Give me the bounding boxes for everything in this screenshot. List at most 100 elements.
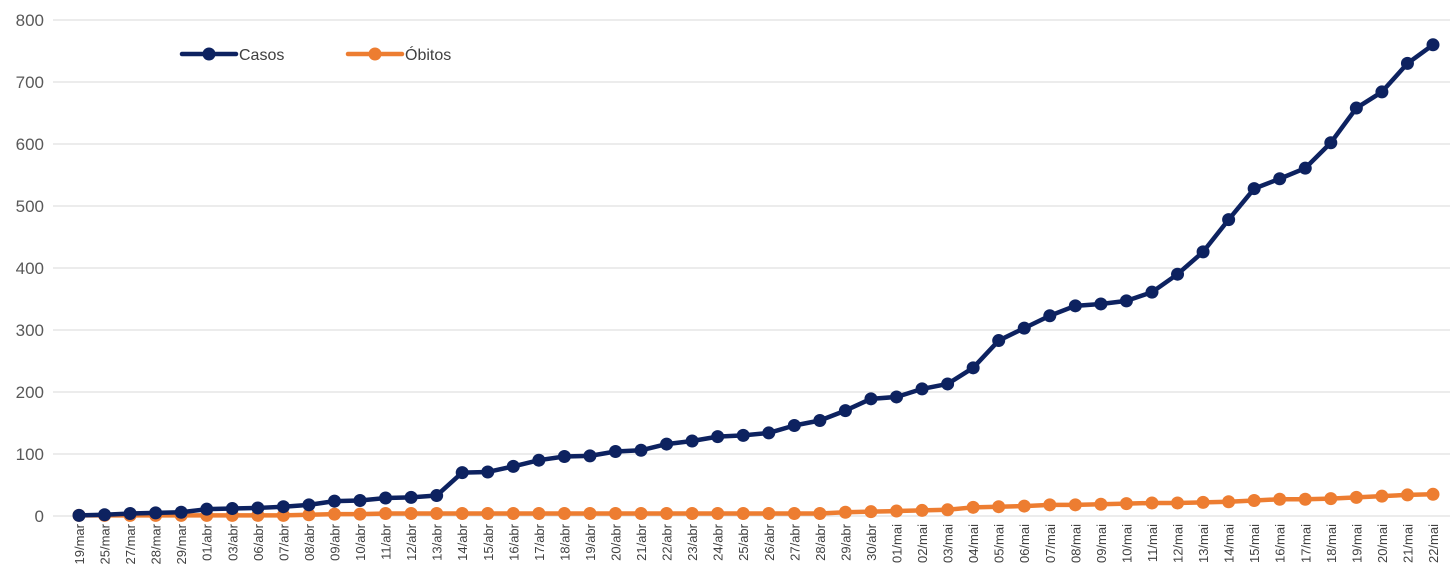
- data-point-obitos: [353, 507, 367, 521]
- x-tick-label: 07/abr: [276, 523, 291, 561]
- data-point-casos: [736, 428, 750, 442]
- data-point-casos: [762, 426, 776, 440]
- x-tick-label: 22/mai: [1426, 524, 1441, 563]
- data-point-obitos: [608, 507, 622, 521]
- data-point-casos: [532, 453, 546, 467]
- data-point-casos: [634, 443, 648, 457]
- legend-swatch-marker: [368, 47, 382, 61]
- data-point-obitos: [1375, 489, 1389, 503]
- data-point-obitos: [762, 507, 776, 521]
- x-tick-label: 23/abr: [685, 523, 700, 561]
- x-tick-label: 12/mai: [1171, 524, 1186, 563]
- data-point-obitos: [506, 507, 520, 521]
- data-point-casos: [992, 334, 1006, 348]
- y-axis-ticks: 0 100 200 300 400 500 600 700 800: [16, 11, 44, 526]
- data-point-casos: [608, 445, 622, 459]
- x-tick-label: 29/abr: [838, 523, 853, 561]
- data-point-obitos: [1145, 496, 1159, 510]
- data-point-casos: [1017, 321, 1031, 335]
- data-point-casos: [1094, 297, 1108, 311]
- series-casos: [72, 38, 1440, 522]
- x-tick-label: 27/abr: [787, 523, 802, 561]
- data-point-casos: [685, 434, 699, 448]
- data-point-casos: [1400, 56, 1414, 70]
- x-tick-label: 03/mai: [941, 524, 956, 563]
- x-tick-label: 06/mai: [1017, 524, 1032, 563]
- x-tick-label: 09/abr: [327, 523, 342, 561]
- y-tick-label-400: 400: [16, 259, 44, 278]
- series-line-casos: [76, 42, 1436, 518]
- series-layer: [72, 38, 1440, 522]
- data-point-casos: [1171, 267, 1185, 281]
- data-point-obitos: [583, 507, 597, 521]
- data-point-obitos: [1068, 498, 1082, 512]
- gridlines: [53, 19, 1450, 517]
- data-point-casos: [787, 418, 801, 432]
- x-tick-label: 01/abr: [200, 523, 215, 561]
- data-point-casos: [123, 507, 137, 521]
- y-tick-label-800: 800: [16, 11, 44, 30]
- data-point-casos: [149, 506, 163, 520]
- data-point-casos: [1222, 213, 1236, 227]
- data-point-obitos: [1298, 492, 1312, 506]
- x-tick-label: 25/abr: [736, 523, 751, 561]
- data-point-casos: [941, 377, 955, 391]
- data-point-obitos: [1119, 497, 1133, 511]
- data-point-obitos: [1171, 496, 1185, 510]
- data-point-obitos: [864, 505, 878, 519]
- y-tick-label-200: 200: [16, 383, 44, 402]
- x-tick-label: 20/abr: [608, 523, 623, 561]
- data-point-obitos: [1043, 498, 1057, 512]
- x-tick-label: 19/mai: [1349, 524, 1364, 563]
- x-tick-label: 09/mai: [1094, 524, 1109, 563]
- data-point-casos: [430, 489, 444, 503]
- x-tick-label: 20/mai: [1375, 524, 1390, 563]
- x-tick-label: 03/abr: [225, 523, 240, 561]
- data-point-casos: [174, 505, 188, 519]
- data-point-obitos: [327, 507, 341, 521]
- data-point-obitos: [1426, 487, 1440, 501]
- x-tick-label: 08/abr: [302, 523, 317, 561]
- data-point-casos: [1426, 38, 1440, 52]
- x-tick-label: 27/mar: [123, 523, 138, 564]
- x-tick-label: 29/mar: [174, 523, 189, 564]
- data-point-obitos: [1017, 499, 1031, 513]
- x-tick-label: 18/mai: [1324, 524, 1339, 563]
- data-point-obitos: [1400, 488, 1414, 502]
- data-point-casos: [98, 508, 112, 522]
- data-point-obitos: [813, 507, 827, 521]
- x-tick-label: 28/mar: [149, 523, 164, 564]
- data-point-casos: [225, 502, 239, 516]
- x-tick-label: 08/mai: [1068, 524, 1083, 563]
- data-point-casos: [1145, 285, 1159, 299]
- legend-label: Casos: [239, 47, 284, 64]
- y-tick-label-100: 100: [16, 445, 44, 464]
- data-point-obitos: [1273, 492, 1287, 506]
- data-point-casos: [353, 494, 367, 507]
- data-point-casos: [1068, 299, 1082, 313]
- x-tick-label: 10/abr: [353, 523, 368, 561]
- data-point-casos: [838, 404, 852, 418]
- data-point-casos: [327, 494, 341, 508]
- x-tick-label: 15/mai: [1247, 524, 1262, 563]
- data-point-obitos: [1196, 495, 1210, 509]
- x-tick-label: 05/mai: [992, 524, 1007, 563]
- data-point-obitos: [1222, 495, 1236, 509]
- x-tick-label: 17/abr: [532, 523, 547, 561]
- data-point-obitos: [634, 507, 648, 521]
- legend-entry-casos: Casos: [179, 47, 284, 64]
- x-tick-label: 19/abr: [583, 523, 598, 561]
- data-point-casos: [1324, 136, 1338, 150]
- x-tick-label: 13/mai: [1196, 524, 1211, 563]
- x-tick-label: 19/mar: [72, 523, 87, 564]
- data-point-casos: [813, 414, 827, 428]
- data-point-obitos: [966, 500, 980, 514]
- data-point-casos: [1375, 85, 1389, 99]
- data-point-casos: [583, 449, 597, 463]
- data-point-casos: [711, 430, 725, 444]
- data-point-obitos: [838, 505, 852, 519]
- data-point-casos: [1349, 101, 1363, 115]
- data-point-obitos: [1094, 497, 1108, 511]
- x-tick-label: 04/mai: [966, 524, 981, 563]
- y-tick-label-0: 0: [35, 507, 44, 526]
